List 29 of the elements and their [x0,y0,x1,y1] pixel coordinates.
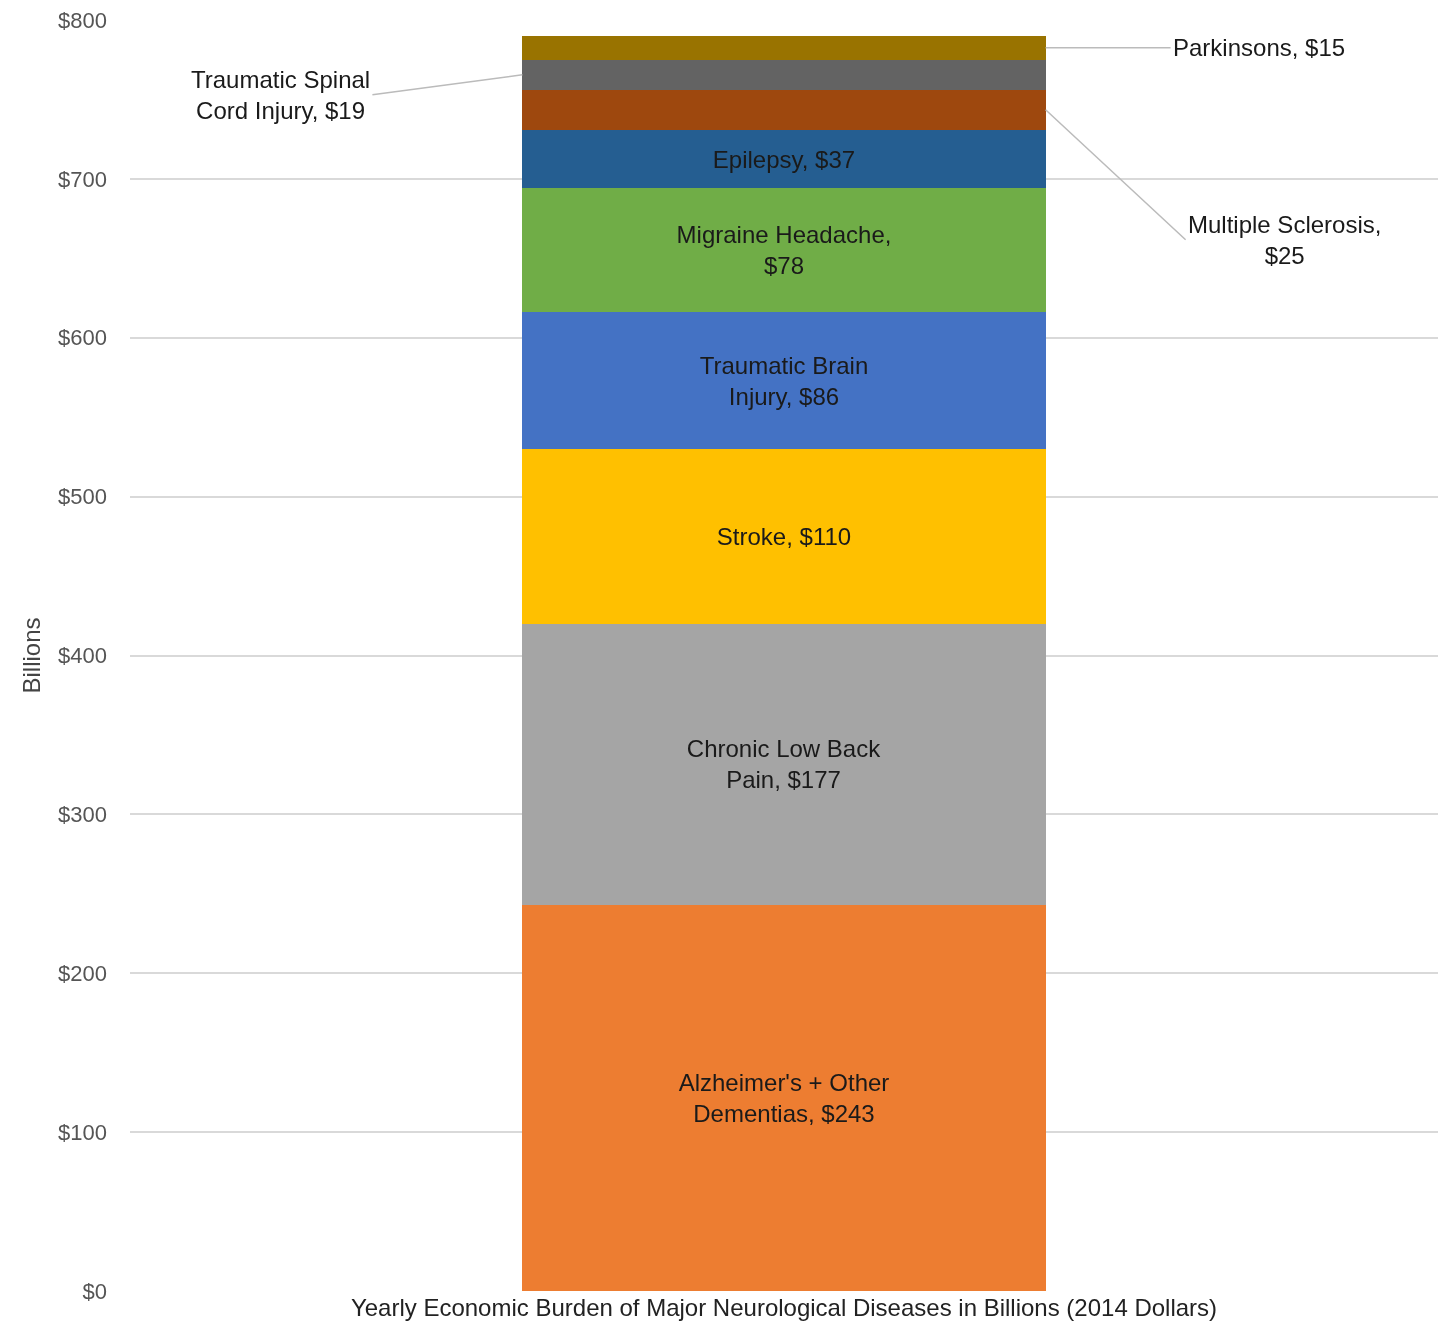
data-label: Epilepsy, $37 [712,145,856,173]
data-label: Chronic Low Back Pain, $177 [686,735,882,794]
data-label: Stroke, $110 [716,522,852,550]
bar [522,312,1046,449]
y-tick-label: $300 [58,802,107,828]
data-label: Traumatic Brain Injury, $86 [699,351,869,410]
data-label: Traumatic Spinal Cord Injury, $19 [191,66,371,125]
bar [522,904,1046,1291]
bar [522,623,1046,905]
bar [522,129,1046,189]
y-tick-label: $100 [58,1119,107,1145]
y-tick-label: $400 [58,643,107,669]
data-label: Parkinsons, $15 [1173,34,1346,61]
y-tick-label: $500 [58,484,107,510]
data-label: Migraine Headache, $78 [676,221,892,280]
y-tick-label: $700 [58,166,107,192]
y-tick-label: $600 [58,325,107,351]
x-axis-title: Yearly Economic Burden of Major Neurological Diseases in Billions (2014 Dollars) [350,1294,1218,1322]
y-tick-label: $200 [58,960,107,986]
bar [522,448,1046,624]
y-axis-title: Billions [18,617,46,694]
bar [522,89,1046,130]
bar [522,35,1046,60]
bar [522,188,1046,313]
y-tick-label: $0 [82,1278,107,1304]
data-label: Multiple Sclerosis, $25 [1188,211,1382,270]
data-label: Alzheimer's + Other Dementias, $243 [678,1068,890,1128]
bar [522,59,1046,90]
y-tick-label: $800 [58,7,107,33]
